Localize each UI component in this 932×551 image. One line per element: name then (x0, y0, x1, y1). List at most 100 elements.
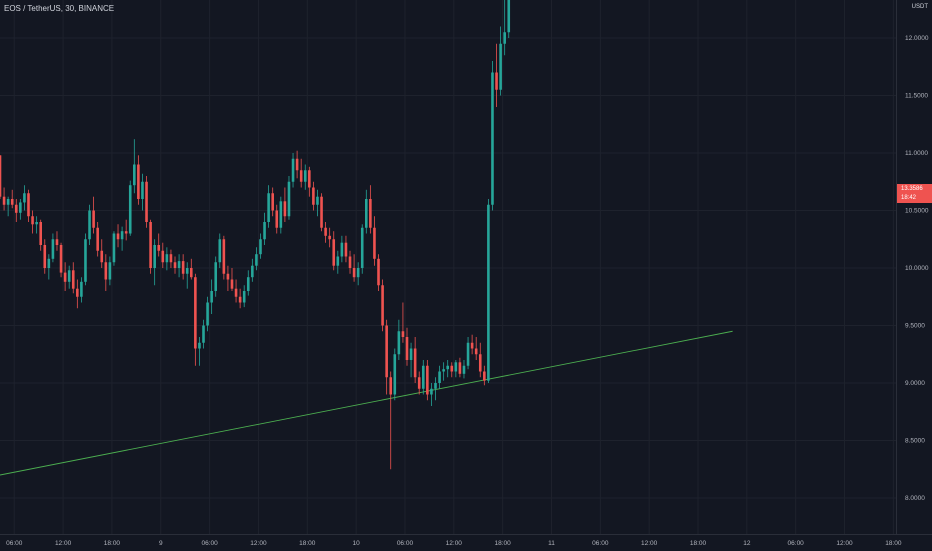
x-tick-label: 12:00 (641, 540, 658, 547)
candle-body (47, 258, 51, 268)
candle-body (104, 262, 108, 280)
candle (198, 337, 201, 366)
candle (283, 187, 287, 222)
candle (88, 204, 91, 245)
candle-body (271, 193, 274, 211)
candle (96, 222, 99, 257)
y-tick-label: 9.5000 (905, 323, 925, 330)
candle-body (401, 331, 405, 337)
candle-body (369, 199, 372, 228)
candle-body (67, 270, 71, 282)
candle-body (55, 239, 59, 245)
candle-body (283, 201, 287, 217)
candle (153, 239, 156, 286)
candle (332, 231, 336, 271)
x-tick-label: 18:00 (495, 540, 512, 547)
candle (426, 360, 429, 401)
candle-body (385, 325, 388, 378)
candle-body (397, 331, 401, 355)
candle-body (230, 279, 234, 289)
candle-body (413, 348, 417, 378)
candle-body (108, 262, 112, 280)
candle (133, 139, 136, 194)
candle-body (71, 270, 75, 289)
candle (287, 176, 291, 220)
candle (356, 262, 360, 286)
candle (2, 187, 6, 211)
candle (226, 265, 230, 291)
candle (389, 371, 393, 470)
candle (405, 327, 409, 366)
candle (124, 219, 128, 241)
y-tick-label: 11.0000 (905, 150, 928, 157)
candle-body (251, 265, 254, 278)
candle-body (462, 365, 466, 374)
candle (222, 235, 226, 280)
unit-label[interactable]: USDT (911, 4, 928, 10)
candle-body (92, 210, 95, 228)
candle (189, 258, 193, 280)
candle (0, 155, 2, 199)
candle-body (39, 222, 42, 245)
candle (495, 43, 498, 107)
candle (308, 166, 311, 197)
candle-body (499, 43, 502, 90)
candle-body (10, 199, 14, 205)
candle-body (234, 288, 238, 297)
candle-body (120, 231, 124, 240)
x-tick-label: 12:00 (250, 540, 267, 547)
candle (312, 181, 315, 211)
candle (446, 360, 449, 378)
x-tick-label: 18:00 (690, 540, 707, 547)
candle (145, 176, 148, 228)
x-tick-label: 12:00 (55, 540, 72, 547)
candle-body (59, 245, 63, 273)
y-tick-label: 12.0000 (905, 35, 929, 42)
candle-body (96, 227, 99, 251)
symbol-title[interactable]: EOS / TetherUS, 30, BINANCE (4, 4, 115, 13)
price-scale[interactable]: 7.50008.00008.50009.00009.500010.000010.… (896, 0, 932, 534)
candle (84, 233, 87, 286)
candle (206, 296, 209, 332)
candle-body (299, 170, 303, 182)
candle (238, 288, 242, 309)
candle-body (483, 371, 486, 381)
candle-body (381, 285, 384, 326)
candle-body (177, 261, 181, 268)
candle (320, 193, 323, 232)
candle (421, 360, 425, 395)
x-tick-label: 18:00 (104, 540, 121, 547)
x-tick-label: 10 (353, 540, 361, 547)
candle-body (149, 222, 152, 268)
grid (0, 0, 896, 534)
candle (104, 254, 108, 291)
y-tick-label: 8.0000 (905, 495, 925, 502)
candle-body (161, 250, 165, 263)
x-tick-label: 06:00 (592, 540, 609, 547)
candle (454, 360, 458, 378)
candle (39, 219, 42, 251)
candle-body (405, 337, 409, 360)
candle-body (43, 245, 47, 268)
candle (251, 258, 254, 282)
candle (438, 365, 441, 389)
candle-body (14, 204, 18, 213)
candle (430, 383, 433, 406)
candle (185, 262, 189, 289)
candle (161, 242, 165, 268)
time-scale[interactable]: 06:00 12:00 18:00 9 06:00 12:00 18:00 10 06:00 12… (0, 534, 932, 551)
candle-body (312, 187, 315, 205)
candle-body (112, 233, 116, 263)
candle-body (0, 155, 2, 197)
candle-body (173, 262, 177, 268)
candle (234, 279, 238, 303)
candle (271, 187, 274, 217)
candle (303, 164, 307, 190)
candle-body (222, 239, 226, 274)
candle-body (189, 268, 193, 278)
candle (214, 256, 218, 297)
candle (177, 254, 181, 278)
candle (165, 247, 169, 271)
